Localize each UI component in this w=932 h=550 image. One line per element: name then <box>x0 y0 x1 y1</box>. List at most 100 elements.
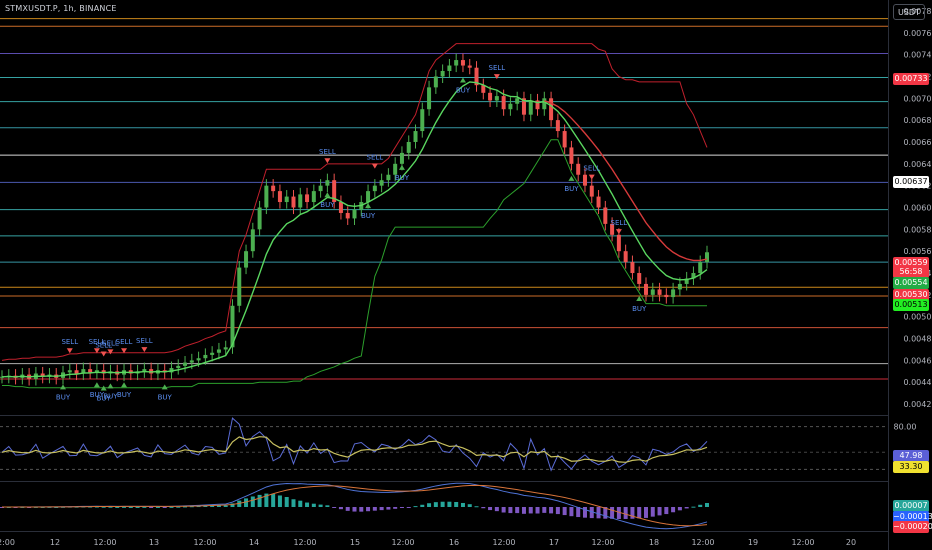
candle-body <box>650 289 655 295</box>
candle-body <box>244 251 249 268</box>
macd-histogram-bar <box>298 500 303 507</box>
candle-body <box>291 196 296 208</box>
sell-signal-marker <box>66 348 73 354</box>
sell-signal-label: SELL <box>61 338 78 346</box>
buy-signal-marker <box>161 384 168 390</box>
buy-signal-marker <box>324 192 331 198</box>
buy-signal-marker <box>93 382 100 388</box>
time-axis-label: 12:00 <box>492 538 515 547</box>
macd-histogram-bar <box>589 507 594 519</box>
candle-body <box>515 98 520 104</box>
macd-histogram-bar <box>54 506 59 508</box>
currency-button[interactable]: USDT <box>893 4 925 20</box>
candle-body <box>230 305 235 348</box>
buy-signal-label: BUY <box>632 305 647 313</box>
macd-histogram-bar <box>501 507 506 513</box>
candle-body <box>413 131 418 142</box>
candle-body <box>698 262 703 274</box>
candle-body <box>264 185 269 208</box>
sell-signal-marker <box>371 163 378 169</box>
macd-histogram-bar <box>379 507 384 511</box>
candle-body <box>460 60 465 66</box>
sell-signal-label: SELL <box>583 165 600 173</box>
sell-signal-marker <box>141 347 148 353</box>
slow-ma-line <box>544 100 708 262</box>
candle-body <box>386 174 391 181</box>
time-axis-label: 13 <box>149 538 159 547</box>
candle-body <box>325 180 330 186</box>
macd-histogram-bar <box>542 507 547 513</box>
buy-signal-marker <box>121 382 128 388</box>
symbol-title: STMXUSDT.P, 1h, BINANCE <box>5 4 117 13</box>
macd-histogram-bar <box>210 505 215 507</box>
time-axis-label: 12 <box>50 538 60 547</box>
macd-histogram-bar <box>386 507 391 510</box>
candle-body <box>555 120 560 132</box>
macd-histogram-bar <box>284 497 289 507</box>
candle-body <box>684 278 689 284</box>
candle-body <box>657 289 662 295</box>
buy-signal-label: BUY <box>90 391 105 399</box>
candle-body <box>318 185 323 192</box>
candle-body <box>677 283 682 290</box>
macd-histogram-bar <box>576 507 581 518</box>
macd-histogram-bar <box>630 507 635 519</box>
macd-histogram-bar <box>393 507 398 509</box>
buy-signal-label: BUY <box>97 395 112 403</box>
candle-body <box>284 196 289 203</box>
candle-body <box>67 370 72 373</box>
macd-histogram-bar <box>562 507 567 516</box>
candle-body <box>481 85 486 93</box>
macd-histogram-bar <box>420 504 425 507</box>
candle-body <box>210 352 215 355</box>
macd-histogram-bar <box>616 507 621 520</box>
candle-body <box>406 141 411 153</box>
sell-signal-label: SELL <box>95 342 112 350</box>
price-label: 0.00637 <box>893 176 929 188</box>
buy-signal-marker <box>636 295 643 301</box>
candle-body <box>691 273 696 279</box>
macd-histogram-bar <box>318 504 323 507</box>
candle-body <box>332 180 337 203</box>
macd-histogram-bar <box>128 506 133 508</box>
candle-body <box>40 373 45 377</box>
candle-body <box>643 283 648 295</box>
sell-signal-label: SELL <box>489 64 506 72</box>
macd-histogram-bar <box>325 505 330 507</box>
macd-histogram-bar <box>101 506 106 508</box>
candle-body <box>0 376 4 378</box>
macd-histogram-bar <box>264 493 269 507</box>
sell-signal-label: SELL <box>611 219 628 227</box>
candle-body <box>447 65 452 71</box>
time-axis-label: 12:00 <box>93 538 116 547</box>
candle-body <box>176 365 181 369</box>
candle-body <box>169 368 174 373</box>
buy-signal-marker <box>365 203 372 209</box>
macd-histogram-bar <box>481 507 486 509</box>
macd-histogram-bar <box>257 494 262 507</box>
macd-histogram-bar <box>610 507 615 519</box>
candle-body <box>277 191 282 203</box>
macd-histogram-bar <box>650 507 655 517</box>
macd-histogram-bar <box>474 506 479 508</box>
candle-body <box>189 360 194 363</box>
candle-body <box>440 70 445 77</box>
time-axis-label: 12:00 <box>293 538 316 547</box>
macd-label: −0.00013 <box>893 511 932 523</box>
candle-body <box>379 180 384 186</box>
candle-body <box>311 191 316 203</box>
sell-signal-label: SELL <box>116 338 133 346</box>
candle-body <box>616 234 621 252</box>
macd-histogram-bar <box>684 507 689 509</box>
macd-histogram-bar <box>189 506 194 508</box>
buy-signal-marker <box>100 385 107 391</box>
macd-histogram-bar <box>366 507 371 512</box>
